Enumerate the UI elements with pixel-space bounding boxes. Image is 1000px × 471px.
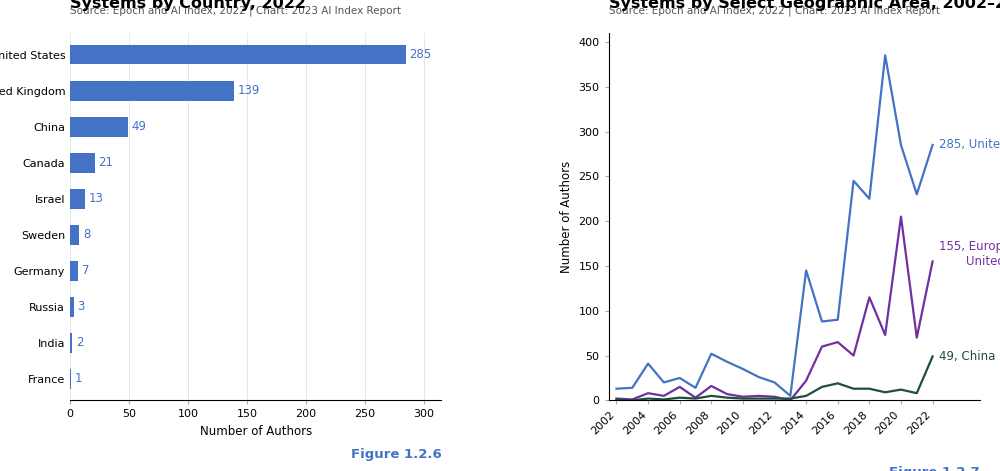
Text: Source: Epoch and AI Index, 2022 | Chart: 2023 AI Index Report: Source: Epoch and AI Index, 2022 | Chart…	[609, 6, 940, 16]
Bar	[70, 333, 72, 353]
Text: 1: 1	[75, 372, 82, 385]
Text: 155, European Union and
United Kingdom: 155, European Union and United Kingdom	[939, 240, 1000, 268]
Bar	[70, 189, 85, 209]
Bar	[70, 117, 128, 137]
Text: 13: 13	[89, 192, 104, 205]
Text: 21: 21	[98, 156, 113, 169]
Y-axis label: Number of Authors: Number of Authors	[560, 161, 573, 273]
Text: 8: 8	[83, 228, 90, 241]
Text: Figure 1.2.7: Figure 1.2.7	[889, 466, 980, 471]
Bar	[70, 81, 234, 100]
Text: 139: 139	[237, 84, 260, 97]
Text: 49, China: 49, China	[939, 350, 995, 363]
Bar	[70, 261, 78, 281]
Bar	[70, 225, 79, 244]
Text: Figure 1.2.6: Figure 1.2.6	[351, 448, 441, 461]
Text: 285: 285	[410, 48, 432, 61]
Text: 2: 2	[76, 336, 83, 349]
Text: 3: 3	[77, 300, 84, 313]
Bar	[70, 297, 74, 317]
Text: Number of Authors of Significant Machine Learning
Systems by Country, 2022: Number of Authors of Significant Machine…	[70, 0, 536, 11]
X-axis label: Number of Authors: Number of Authors	[200, 425, 312, 438]
Text: Source: Epoch and AI Index, 2022 | Chart: 2023 AI Index Report: Source: Epoch and AI Index, 2022 | Chart…	[70, 6, 401, 16]
Text: 285, United States: 285, United States	[939, 138, 1000, 152]
Bar	[70, 369, 71, 389]
Bar	[70, 153, 95, 172]
Bar	[70, 45, 406, 65]
Text: 49: 49	[131, 120, 146, 133]
Text: Number of Authors of Significant Machine Learning
Systems by Select Geographic A: Number of Authors of Significant Machine…	[609, 0, 1000, 11]
Text: 7: 7	[82, 264, 89, 277]
